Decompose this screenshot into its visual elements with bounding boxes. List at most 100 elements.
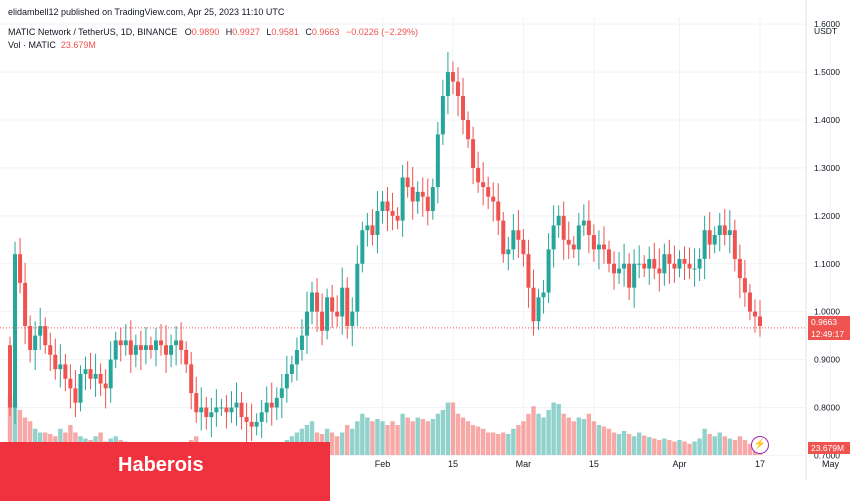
candle-body bbox=[445, 72, 450, 97]
candle-body bbox=[284, 373, 289, 389]
candle-body bbox=[259, 412, 264, 422]
candle-body bbox=[264, 402, 269, 413]
volume-bar bbox=[17, 410, 23, 455]
volume-bar bbox=[324, 428, 330, 455]
volume-bar bbox=[606, 428, 612, 455]
volume-bar bbox=[631, 436, 637, 455]
candle-body bbox=[440, 96, 445, 135]
volume-bar bbox=[420, 419, 425, 455]
candle-body bbox=[83, 369, 88, 374]
candle-body bbox=[340, 287, 345, 317]
candle-body bbox=[335, 311, 340, 317]
volume-bar bbox=[68, 425, 73, 455]
volume-bar bbox=[410, 421, 415, 455]
candle-body bbox=[380, 201, 385, 212]
y-tick-label: 1.3000 bbox=[814, 163, 840, 173]
volume-bar bbox=[440, 410, 446, 455]
candle-body bbox=[153, 340, 158, 350]
candle-body bbox=[13, 254, 18, 408]
lightning-icon[interactable]: ⚡ bbox=[751, 436, 769, 454]
volume-bar bbox=[375, 419, 380, 455]
candle-body bbox=[360, 230, 365, 264]
ohlc-open-value: 0.9890 bbox=[191, 27, 220, 37]
volume-bar bbox=[626, 434, 632, 455]
volume-bar bbox=[470, 425, 476, 455]
candle-body bbox=[209, 412, 214, 418]
volume-bar bbox=[561, 413, 566, 455]
y-tick-label: 0.7000 bbox=[814, 450, 840, 460]
x-tick-label: Apr bbox=[672, 459, 686, 469]
candle-body bbox=[128, 340, 133, 355]
candle-body bbox=[415, 191, 420, 202]
candle-body bbox=[596, 244, 601, 250]
candle-body bbox=[38, 326, 43, 336]
volume-bar bbox=[27, 421, 33, 455]
candle-body bbox=[576, 225, 581, 250]
candle-body bbox=[310, 292, 315, 312]
volume-bar bbox=[355, 421, 360, 455]
volume-bar bbox=[526, 413, 531, 455]
candle-body bbox=[234, 402, 239, 408]
volume-bar bbox=[475, 426, 481, 455]
candle-body bbox=[420, 191, 425, 197]
candle-body bbox=[531, 287, 536, 322]
y-tick-label: 1.1000 bbox=[814, 259, 840, 269]
volume-bar bbox=[385, 425, 390, 455]
candle-body bbox=[742, 278, 747, 293]
candle-body bbox=[541, 292, 546, 298]
candle-body bbox=[174, 340, 179, 346]
volume-bar bbox=[334, 436, 340, 455]
candle-body bbox=[375, 211, 380, 235]
volume-bar bbox=[541, 417, 546, 455]
candle-body bbox=[591, 235, 596, 250]
candle-body bbox=[461, 96, 466, 120]
candle-body bbox=[672, 263, 677, 269]
volume-bar bbox=[370, 421, 375, 455]
volume-label: Vol · MATIC bbox=[8, 40, 56, 50]
candle-body bbox=[370, 225, 375, 235]
candle-body bbox=[315, 292, 320, 312]
candle-body bbox=[471, 139, 476, 168]
ohlc-close-value: 0.9663 bbox=[311, 27, 340, 37]
candle-body bbox=[63, 364, 68, 379]
candle-body bbox=[279, 388, 284, 398]
volume-bar bbox=[536, 413, 541, 455]
candle-body bbox=[476, 167, 481, 183]
candle-body bbox=[647, 258, 652, 269]
candle-body bbox=[98, 373, 103, 384]
publisher-line: elidambell12 published on TradingView.co… bbox=[8, 7, 285, 17]
candle-body bbox=[536, 297, 541, 322]
candle-body bbox=[199, 407, 204, 413]
candle-body bbox=[18, 254, 23, 283]
volume-bar bbox=[616, 434, 622, 455]
volume-bar bbox=[58, 428, 63, 455]
candle-body bbox=[108, 359, 113, 389]
volume-bar bbox=[657, 440, 662, 455]
candle-body bbox=[612, 263, 617, 274]
candle-body bbox=[58, 364, 63, 370]
candle-body bbox=[304, 311, 309, 336]
volume-bar bbox=[677, 440, 682, 455]
volume-bar bbox=[485, 432, 491, 455]
volume-bar bbox=[350, 428, 355, 455]
candle-body bbox=[455, 81, 460, 97]
candle-body bbox=[325, 297, 330, 331]
candle-body bbox=[78, 373, 83, 403]
volume-bar bbox=[712, 436, 717, 455]
candle-body bbox=[652, 258, 657, 269]
candle-body bbox=[68, 378, 73, 389]
candle-body bbox=[113, 340, 118, 360]
volume-bar bbox=[556, 404, 561, 455]
volume-bar bbox=[460, 417, 466, 455]
candle-body bbox=[737, 258, 742, 279]
candle-body bbox=[450, 72, 455, 82]
candle-body bbox=[747, 292, 752, 312]
volume-bar bbox=[360, 413, 365, 455]
last-volume-tag: 23.679M bbox=[808, 442, 850, 454]
x-tick-label: Mar bbox=[516, 459, 532, 469]
volume-bar bbox=[465, 421, 471, 455]
candle-body bbox=[48, 345, 53, 355]
candle-body bbox=[229, 407, 234, 413]
candle-body bbox=[677, 258, 682, 269]
